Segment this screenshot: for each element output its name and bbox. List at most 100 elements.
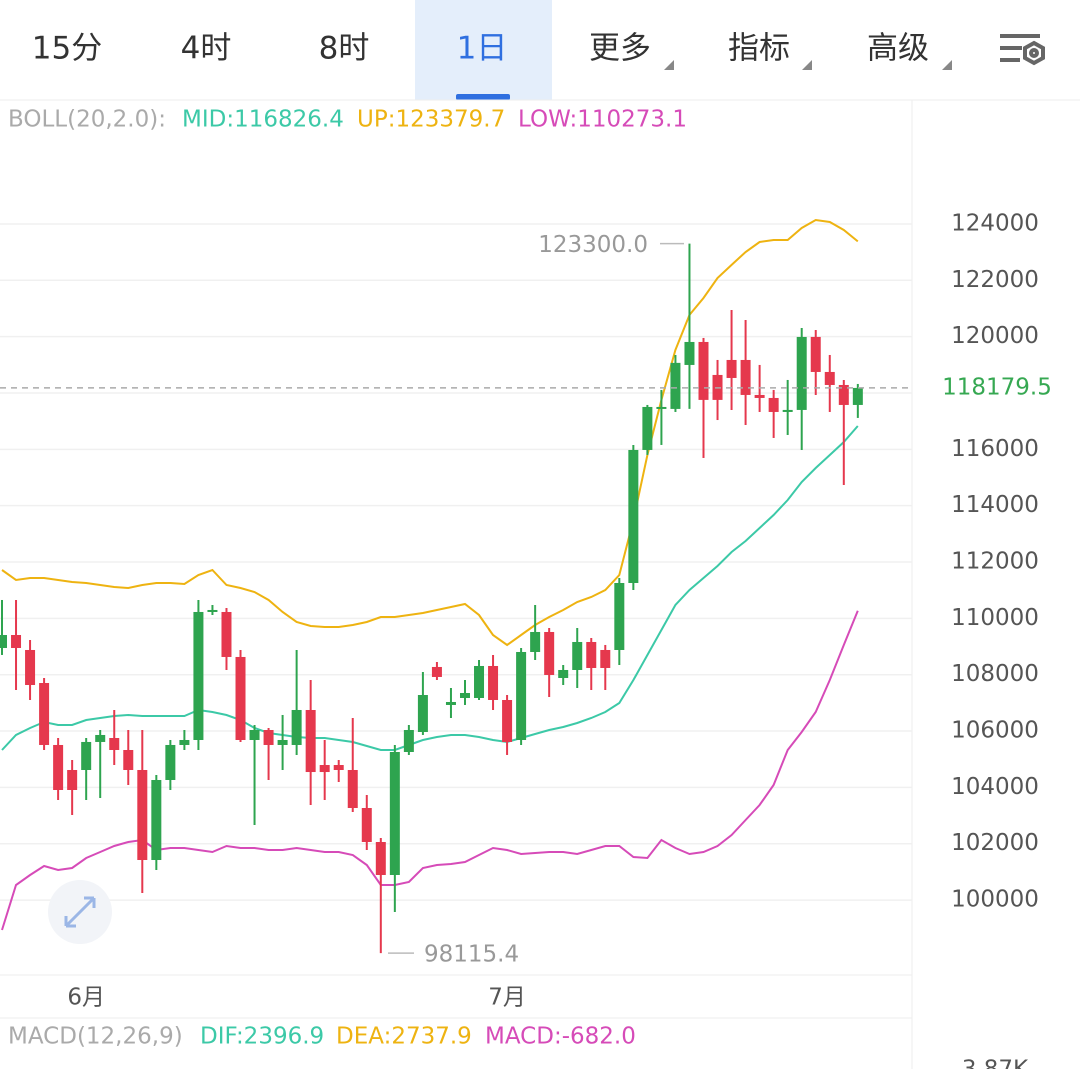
candle-body [333,765,344,770]
candle-body [838,384,849,405]
candle-body [698,341,709,400]
candle-body [53,744,64,790]
candle-body [39,683,50,745]
y-tick-label: 108000 [951,661,1039,687]
candle-body [403,729,414,752]
tab[interactable]: 更多 [589,31,651,67]
macd-legend: MACD:-682.0 [485,1024,636,1050]
candle-body [684,341,695,365]
selected-tab-bg [415,0,552,100]
candle-body [375,842,386,875]
candle-body [459,693,470,698]
candle-body [768,397,779,412]
boll-legend: BOLL(20,2.0): [8,107,166,133]
candle-body [488,665,499,700]
macd-legend: MACD(12,26,9) [8,1024,183,1050]
candle-body [235,656,246,740]
candle-body [221,611,232,657]
candle-body [137,769,148,861]
candle-body [544,631,555,675]
y-tick-label: 114000 [951,492,1039,518]
boll-line [1,610,859,931]
last-price-label: 118179.5 [942,374,1052,400]
candle-body [642,406,653,450]
candle-body [614,582,625,650]
candle-body [25,649,36,686]
macd-legend: DIF:2396.9 [200,1024,324,1050]
candle-body [502,699,513,742]
candle-body [263,729,274,745]
candle-body [656,406,667,409]
y-tick-label: 106000 [951,718,1039,744]
candle-body [810,336,821,372]
tab[interactable]: 指标 [728,31,790,67]
candle-body [249,729,260,740]
y-tick-label: 110000 [951,605,1039,631]
candle-body [474,665,485,698]
macd-legend: DEA:2737.9 [336,1024,472,1050]
candle-body [516,651,527,740]
dropdown-arrows [664,60,952,70]
selected-tab-indicator [456,94,510,100]
tab[interactable]: 1日 [457,31,508,67]
y-tick-label: 124000 [951,210,1039,236]
candle-body [207,609,218,612]
candle-body [389,751,400,875]
candle-body [291,709,302,745]
tab[interactable]: 4时 [181,31,232,67]
candle-body [782,409,793,412]
candle-body [824,371,835,385]
y-tick-label: 112000 [951,549,1039,575]
tab[interactable]: 15分 [32,31,102,67]
candle-body [754,394,765,398]
macd-axis-label: 3.87K [962,1057,1029,1069]
annotation-label: 123300.0 [538,232,648,258]
x-tick-label: 6月 [67,985,105,1011]
candle-body [109,737,120,750]
tab[interactable]: 高级 [867,31,929,67]
candle-body [123,749,134,770]
candle-body [0,635,7,648]
last-price-bg [914,369,1080,406]
tab[interactable]: 8时 [319,31,370,67]
boll-legend: LOW:110273.1 [518,107,687,133]
candle-body [11,635,22,648]
candle-body [796,336,807,410]
candle-body [726,359,737,378]
candle-body [319,765,330,773]
y-tick-label: 116000 [951,436,1039,462]
candle-body [347,769,358,809]
candle-body [165,744,176,780]
candle-body [361,808,372,843]
boll-line [1,218,859,647]
candle-body [572,641,583,670]
candle-body [740,359,751,395]
candle-body [81,741,92,770]
candle-body [431,666,442,677]
boll-legend: MID:116826.4 [182,107,344,133]
boll-line [1,425,859,751]
candle-body [305,709,316,773]
candle-body [600,649,611,668]
candle-body [628,449,639,583]
x-tick-label: 7月 [488,985,526,1011]
candle-body [95,734,106,742]
candle-body [445,701,456,705]
candle-body [179,739,190,745]
y-tick-label: 104000 [951,774,1039,800]
candle-body [530,631,541,652]
candle-body [277,739,288,745]
candle-body [670,362,681,409]
expand-button[interactable] [48,880,112,944]
y-tick-label: 122000 [951,267,1039,293]
y-tick-label: 100000 [951,887,1039,913]
candle-body [852,387,863,405]
y-tick-label: 102000 [951,830,1039,856]
annotation-label: 98115.4 [424,942,519,968]
settings-icon[interactable] [1000,34,1045,66]
candle-body [151,779,162,861]
candle-body [67,769,78,790]
candle-body [558,669,569,678]
y-tick-label: 120000 [951,323,1039,349]
